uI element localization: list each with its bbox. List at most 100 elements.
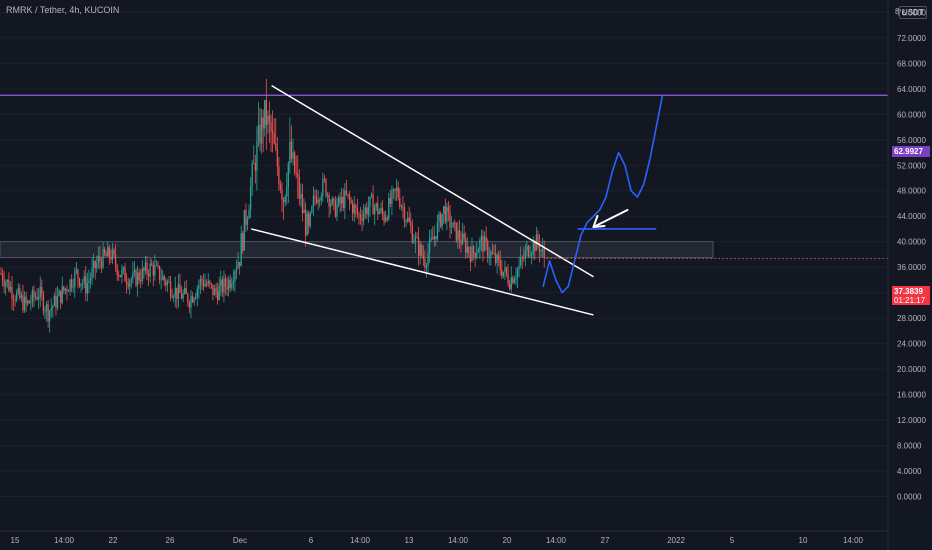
price-tick-label: 60.0000: [897, 110, 926, 119]
candle-body: [300, 193, 302, 199]
candle-body: [518, 265, 520, 270]
candle-body: [3, 280, 5, 287]
candle-body: [279, 184, 282, 190]
candle-body: [524, 250, 527, 259]
candle-body: [206, 283, 208, 285]
candle-body: [369, 196, 371, 208]
candle-body: [375, 203, 377, 208]
candle-body: [173, 297, 175, 299]
candle-body: [395, 187, 398, 191]
candle-body: [38, 297, 40, 300]
candle-body: [47, 304, 49, 322]
candle-body: [215, 288, 217, 292]
candlesticks: [0, 78, 545, 333]
candle-body: [339, 197, 341, 204]
candle-body: [523, 257, 525, 259]
candle-body: [414, 237, 417, 243]
candle-body: [99, 256, 101, 262]
price-tick-label: 8.0000: [897, 442, 922, 451]
candle-body: [63, 286, 65, 291]
wedge-lower-trendline: [251, 228, 594, 316]
candle-body: [213, 288, 216, 296]
candle-body: [30, 302, 32, 304]
candle-body: [94, 261, 96, 269]
candle-body: [449, 211, 451, 228]
candle-body: [124, 267, 126, 282]
candle-body: [92, 261, 95, 269]
candle-body: [240, 233, 242, 267]
candle-body: [49, 310, 51, 322]
candle-body: [540, 250, 542, 252]
candle-body: [353, 205, 355, 214]
candle-body: [229, 279, 231, 288]
candle-body: [100, 261, 103, 268]
candle-body: [410, 221, 412, 227]
candle-body: [169, 281, 172, 296]
candle-body: [319, 199, 321, 201]
candle-body: [289, 141, 291, 164]
candle-body: [466, 247, 468, 253]
candle-body: [140, 279, 142, 282]
candle-body: [392, 189, 395, 191]
candle-body: [221, 279, 224, 293]
time-tick-label: 20: [503, 536, 512, 545]
candle-body: [212, 284, 214, 296]
candle-body: [33, 290, 35, 298]
candle-body: [490, 251, 492, 257]
candle-body: [136, 272, 139, 286]
candle-body: [394, 189, 396, 191]
candle-body: [372, 194, 374, 215]
candle-body: [355, 205, 357, 208]
candle-body: [129, 281, 131, 287]
candle-body: [399, 197, 401, 207]
candle-body: [171, 295, 173, 298]
candle-body: [273, 133, 275, 144]
candle-body: [157, 265, 159, 267]
price-tick-label: 4.0000: [897, 467, 922, 476]
candle-body: [356, 207, 359, 214]
candle-body: [366, 207, 368, 215]
price-tick-label: 56.0000: [897, 136, 926, 145]
time-tick-label: 10: [799, 536, 808, 545]
candle-body: [36, 296, 38, 300]
price-axis[interactable]: 84.000080.000076.000072.000068.000064.00…: [895, 0, 926, 502]
candle-body: [220, 279, 222, 286]
candle-body: [251, 163, 253, 186]
candle-body: [20, 295, 23, 299]
time-axis[interactable]: 15 14:00 22 26 Dec 6 14:00 13 14:00 20 14:00 27 2022…: [11, 536, 864, 545]
candle-body: [422, 255, 424, 260]
time-tick-label: Dec: [233, 536, 247, 545]
candle-body: [454, 222, 456, 224]
candle-body: [270, 122, 272, 132]
candle-body: [45, 304, 48, 311]
candle-body: [110, 257, 112, 260]
time-tick-label: 27: [601, 536, 610, 545]
candle-body: [498, 255, 500, 261]
currency-badge[interactable]: USDT: [899, 6, 927, 19]
price-tick-label: 24.0000: [897, 340, 926, 349]
candle-body: [377, 203, 379, 214]
candle-body: [234, 271, 236, 281]
candle-body: [271, 131, 274, 134]
candle-body: [187, 293, 189, 304]
candle-body: [6, 280, 8, 283]
bar-countdown: 01:21:17: [894, 296, 926, 305]
candle-body: [56, 295, 59, 308]
candle-body: [538, 242, 541, 252]
time-tick-label: 15: [11, 536, 20, 545]
candle-body: [374, 207, 376, 215]
candle-body: [391, 190, 393, 204]
candle-body: [439, 213, 442, 227]
candle-body: [138, 272, 140, 280]
price-tick-label: 72.0000: [897, 34, 926, 43]
candle-body: [108, 247, 110, 258]
candle-body: [337, 197, 340, 206]
candle-body: [243, 209, 245, 251]
projection-path: [542, 94, 664, 294]
candle-body: [19, 288, 21, 299]
candle-body: [75, 269, 78, 272]
price-tick-label: 48.0000: [897, 187, 926, 196]
candle-body: [450, 227, 453, 228]
candle-body: [482, 235, 484, 252]
